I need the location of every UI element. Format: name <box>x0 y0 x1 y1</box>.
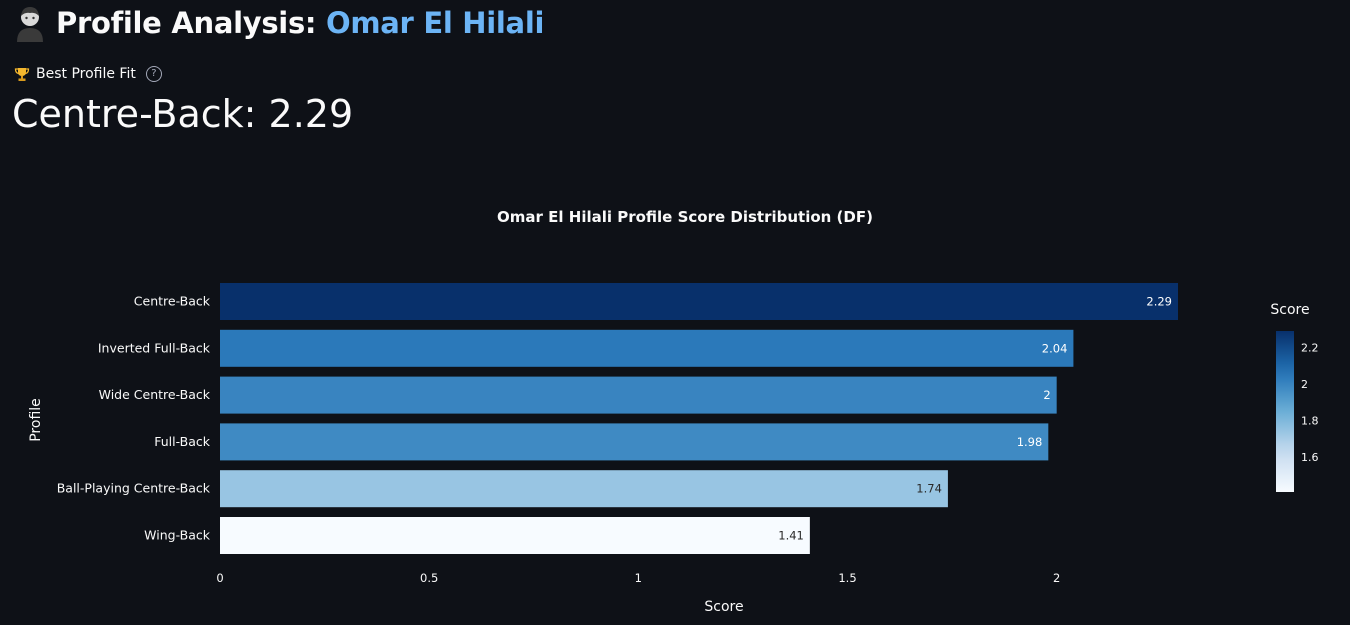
bar-value-label-1: 2.04 <box>1042 341 1068 355</box>
player-name: Omar El Hilali <box>326 6 545 40</box>
bar-0 <box>220 283 1178 320</box>
y-tick-labels: Centre-Back Inverted Full-Back Wide Centre… <box>57 294 211 543</box>
colorbar: Score 2.2 2 1.8 1.6 <box>1270 302 1319 492</box>
page-title: Profile Analysis: Omar El Hilali <box>56 6 544 40</box>
trophy-icon <box>14 68 30 81</box>
bar-value-label-4: 1.74 <box>916 482 942 496</box>
y-tick-label-5: Wing-Back <box>144 528 211 543</box>
metric-label-text: Best Profile Fit <box>36 66 136 82</box>
y-tick-label-3: Full-Back <box>154 434 211 449</box>
y-tick-label-0: Centre-Back <box>134 294 211 309</box>
bar-1 <box>220 329 1074 367</box>
bar-value-label-0: 2.29 <box>1146 295 1172 309</box>
x-tick-label-0: 0 <box>216 571 223 585</box>
colorbar-gradient <box>1276 331 1294 492</box>
x-tick-labels: 0 0.5 1 1.5 2 <box>216 571 1060 585</box>
y-axis-label: Profile <box>28 398 44 442</box>
colorbar-tick-label-2: 1.8 <box>1301 415 1319 428</box>
x-tick-label-3: 1.5 <box>838 571 856 585</box>
bar-value-label-3: 1.98 <box>1017 435 1043 449</box>
colorbar-tick-label-0: 2.2 <box>1301 341 1319 354</box>
x-tick-label-2: 1 <box>635 571 642 585</box>
x-tick-label-4: 2 <box>1053 571 1060 585</box>
bar-2 <box>220 376 1057 414</box>
help-circle-icon[interactable]: ? <box>145 66 162 82</box>
x-axis-label: Score <box>704 599 743 615</box>
bars-group: 2.29 2.04 2 1.98 1.74 1.41 <box>220 283 1178 554</box>
bar-4 <box>220 470 948 508</box>
colorbar-title: Score <box>1270 302 1309 318</box>
bar-3 <box>220 423 1049 461</box>
colorbar-tick-label-3: 1.6 <box>1301 451 1319 464</box>
chart-title: Omar El Hilali Profile Score Distributio… <box>497 208 873 226</box>
metric-value: Centre-Back: 2.29 <box>12 92 354 136</box>
y-tick-label-4: Ball-Playing Centre-Back <box>57 481 211 496</box>
profile-score-chart: Omar El Hilali Profile Score Distributio… <box>28 208 1319 615</box>
bar-value-label-2: 2 <box>1043 388 1050 402</box>
metric-label: Best Profile Fit ? <box>14 66 162 82</box>
x-tick-label-1: 0.5 <box>420 571 438 585</box>
y-tick-label-1: Inverted Full-Back <box>98 340 211 355</box>
colorbar-tick-label-1: 2 <box>1301 378 1308 391</box>
bar-5 <box>220 517 810 554</box>
person-icon <box>17 7 43 42</box>
y-tick-label-2: Wide Centre-Back <box>99 387 211 402</box>
bar-value-label-5: 1.41 <box>778 529 804 543</box>
page-header: Profile Analysis: Omar El Hilali <box>14 4 544 42</box>
title-prefix: Profile Analysis: <box>56 6 327 40</box>
